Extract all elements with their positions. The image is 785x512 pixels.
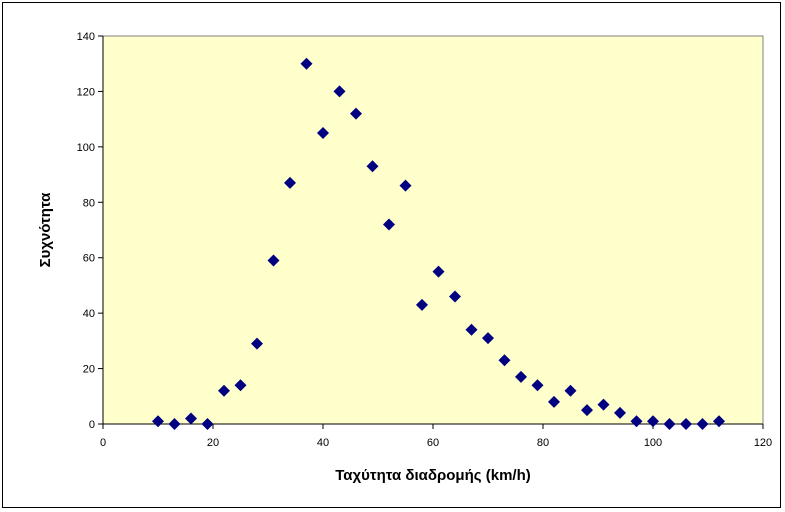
data-point [152,415,164,428]
data-point [449,290,461,303]
data-point [647,415,659,428]
y-axis-ticks: 0 20 40 60 80 100 120 140 [77,31,103,431]
y-tick-label: 120 [77,86,95,98]
data-point [251,337,263,350]
data-point [482,332,494,345]
data-point [696,418,709,430]
data-point [234,379,247,392]
data-point [267,254,280,267]
x-tick-label: 100 [644,437,662,449]
data-point [614,406,626,419]
data-point [399,179,412,192]
data-point [432,265,445,278]
data-points [152,57,725,430]
data-point [366,160,379,173]
x-tick-label: 80 [537,437,549,449]
data-point [680,418,692,430]
data-point [218,384,230,397]
data-point [465,323,478,336]
data-point [713,415,725,428]
data-point [168,418,181,430]
data-point [498,354,511,367]
data-point [564,384,577,397]
data-point [515,370,527,383]
data-point [531,379,544,392]
data-point [300,57,313,70]
plot-area [102,35,764,425]
y-tick-label: 60 [83,253,95,265]
data-point [350,107,362,120]
data-point [383,218,395,231]
data-point [581,404,593,417]
x-tick-label: 0 [100,437,106,449]
x-tick-label: 120 [754,437,772,449]
y-tick-label: 20 [83,364,95,376]
x-axis-title: Ταχύτητα διαδρομής (km/h) [335,467,531,484]
data-point [663,418,676,430]
y-tick-label: 80 [83,197,95,209]
data-point [185,412,197,425]
data-point [416,298,428,311]
y-tick-label: 40 [83,308,95,320]
data-point [548,395,560,408]
x-tick-label: 20 [207,437,219,449]
y-tick-label: 0 [89,419,95,431]
data-point [597,398,610,411]
data-point [201,418,214,430]
data-point [630,415,643,428]
data-point [317,127,329,139]
y-axis-title: Συχνότητα [37,192,54,268]
data-point [333,85,346,98]
y-tick-label: 100 [77,142,95,154]
x-axis-ticks: 0 20 40 60 80 100 120 [100,424,772,449]
x-tick-label: 60 [427,437,439,449]
data-point [284,176,296,189]
y-tick-label: 140 [77,31,95,43]
x-tick-label: 40 [317,437,329,449]
